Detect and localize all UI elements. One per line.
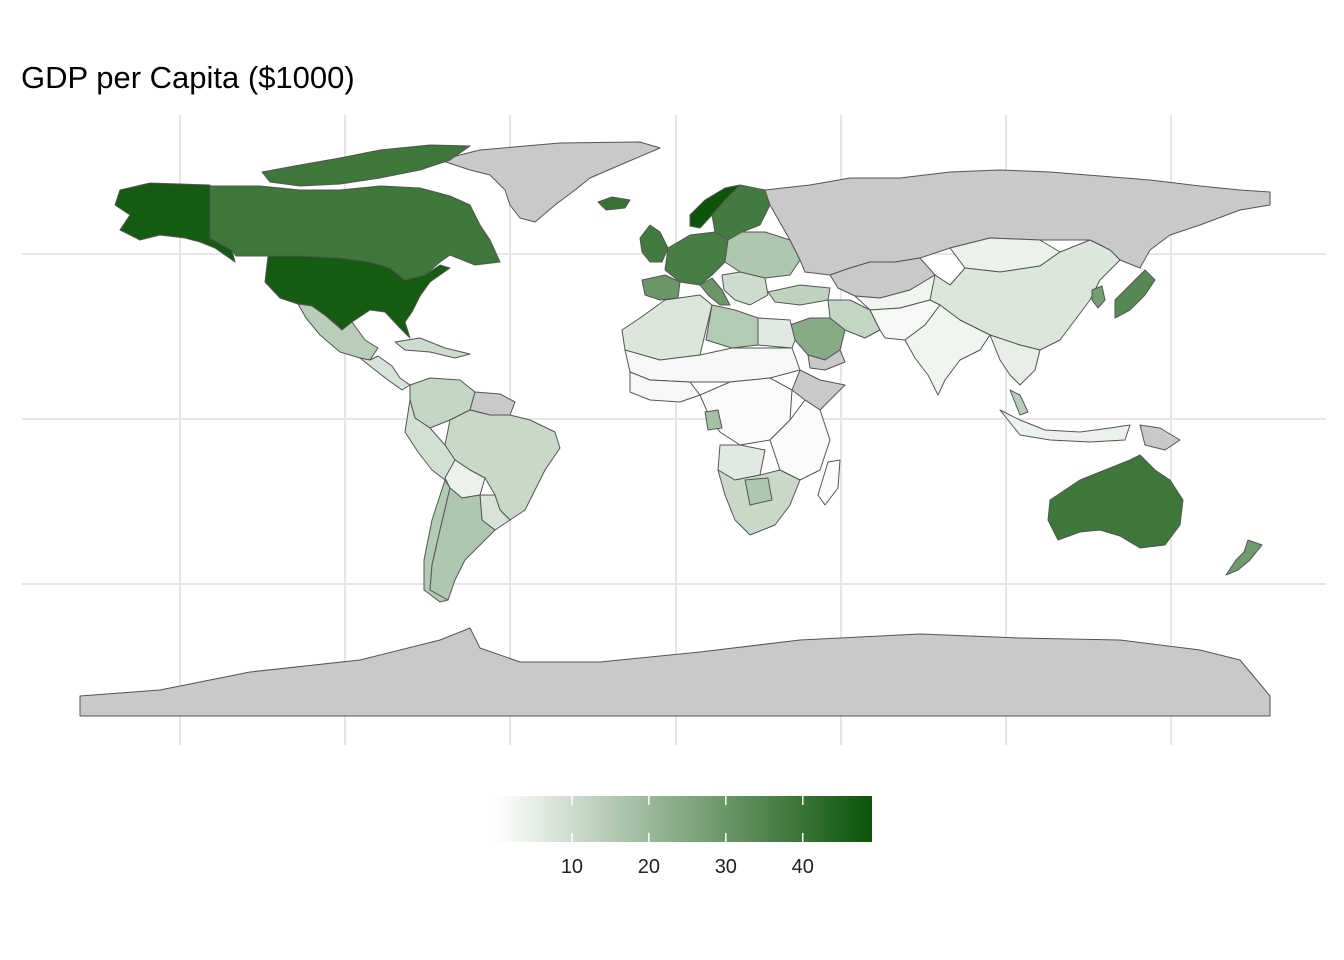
region-india	[904, 304, 991, 396]
region-southeast-asia	[989, 334, 1041, 386]
legend-tick-label: 40	[792, 856, 814, 878]
region-malaysia	[1009, 389, 1029, 416]
region-canada-arctic	[261, 144, 471, 187]
legend-tick-label: 10	[561, 856, 583, 878]
region-libya	[705, 304, 759, 349]
region-new-zealand	[1225, 539, 1263, 576]
region-horn-of-africa	[791, 369, 846, 411]
region-iceland	[597, 196, 631, 211]
region-east-africa	[769, 399, 831, 481]
legend-colorbar	[495, 796, 872, 842]
region-argentina	[429, 487, 496, 601]
region-egypt	[757, 317, 796, 349]
region-yemen	[807, 349, 846, 371]
region-gabon	[704, 409, 723, 431]
region-caribbean	[394, 337, 471, 359]
region-western-europe	[664, 231, 729, 286]
legend-tick-label: 30	[715, 856, 737, 878]
region-australia	[1047, 454, 1184, 549]
region-north-africa	[621, 294, 713, 361]
region-antarctica	[79, 627, 1271, 717]
legend-tick-label: 20	[638, 856, 660, 878]
region-turkey	[767, 284, 831, 306]
region-iberia	[641, 274, 681, 301]
region-central-america	[359, 355, 411, 391]
region-uk-ireland	[639, 224, 669, 263]
region-png	[1139, 424, 1181, 451]
region-korea	[1091, 285, 1106, 309]
region-italy	[699, 277, 731, 306]
region-botswana	[744, 477, 773, 506]
region-indonesia	[999, 409, 1131, 443]
region-japan	[1114, 269, 1156, 319]
region-mexico	[297, 303, 379, 361]
region-west-africa	[629, 371, 701, 403]
color-legend: 10 20 30 40	[495, 796, 872, 878]
region-greenland	[439, 141, 661, 223]
page-title: GDP per Capita ($1000)	[21, 60, 355, 95]
region-eastern-europe	[724, 231, 801, 279]
region-balkans	[721, 271, 769, 306]
region-madagascar	[817, 459, 841, 506]
